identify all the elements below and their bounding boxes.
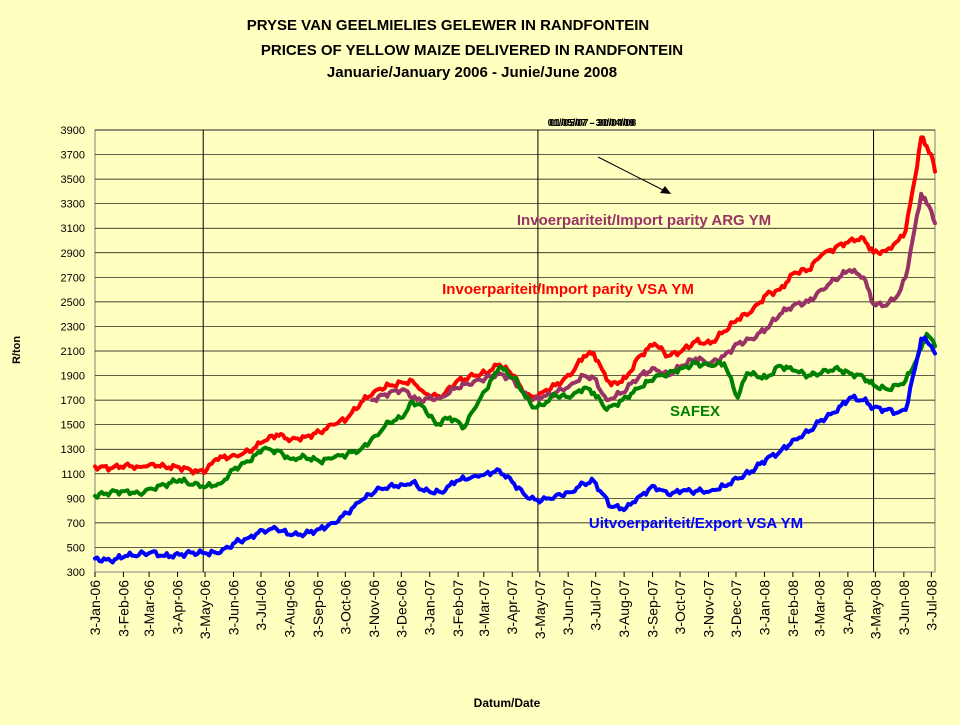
series-line xyxy=(369,191,937,404)
x-tick-label: 3-Jun-07 xyxy=(560,580,576,635)
y-tick-label: 2700 xyxy=(61,272,85,284)
y-tick-label: 700 xyxy=(67,518,85,530)
x-tick-label: 3-Oct-06 xyxy=(337,580,353,635)
x-tick-label: 3-Apr-08 xyxy=(840,580,856,635)
series-label: SAFEX xyxy=(670,403,720,420)
series-label: Invoerpariteit/Import parity VSA YM xyxy=(442,281,694,298)
x-tick-label: 3-Mar-07 xyxy=(476,580,492,637)
x-tick-label: 3-Nov-07 xyxy=(700,580,716,638)
y-tick-label: 1500 xyxy=(61,420,85,432)
x-tick-label: 3-Jan-08 xyxy=(756,580,772,635)
y-tick-label: 1100 xyxy=(61,469,85,481)
x-tick-label: 3-Feb-07 xyxy=(450,580,466,637)
annotation-arrowhead xyxy=(660,186,671,194)
x-tick-label: 3-Dec-07 xyxy=(728,580,744,638)
series-line xyxy=(93,335,937,565)
x-tick-label: 3-Jun-08 xyxy=(896,580,912,635)
x-tick-label: 3-Nov-06 xyxy=(366,580,382,638)
y-tick-label: 3500 xyxy=(61,174,85,186)
plot-area: 300 500 700 900 1100 1300 1500 1700 1900 2100 2300… xyxy=(61,118,940,639)
y-tick-label: 2100 xyxy=(61,346,85,358)
x-tick-label: 3-Jul-07 xyxy=(588,580,604,631)
x-axis-label: Datum/Date xyxy=(474,696,541,710)
y-tick-label: 1900 xyxy=(61,371,85,383)
x-tick-label: 3-May-07 xyxy=(532,580,548,639)
x-tick-label: 3-Jan-07 xyxy=(422,580,438,635)
y-tick-label: 2500 xyxy=(61,297,85,309)
x-tick-label: 3-Feb-06 xyxy=(115,580,131,637)
period-label: 01/05/07 - 30/04/08 xyxy=(548,118,635,129)
x-tick-label: 3-Oct-07 xyxy=(672,580,688,635)
x-tick-label: 3-Sep-07 xyxy=(645,580,661,638)
series-label: Invoerpariteit/Import parity ARG YM xyxy=(517,212,771,229)
y-axis-label: R/ton xyxy=(11,336,23,364)
x-tick-label: 3-Aug-06 xyxy=(281,580,297,638)
y-tick-label: 1300 xyxy=(61,444,85,456)
x-tick-label: 3-Jun-06 xyxy=(225,580,241,635)
y-tick-label: 300 xyxy=(67,567,85,579)
x-tick-label: 3-Jul-08 xyxy=(923,580,939,631)
x-tick-label: 3-Mar-08 xyxy=(811,580,827,637)
chart-title: PRYSE VAN GEELMIELIES GELEWER IN RANDFON… xyxy=(247,17,650,34)
x-tick-label: 3-Feb-08 xyxy=(785,580,801,637)
x-tick-label: 3-Aug-07 xyxy=(616,580,632,638)
chart-period: Januarie/January 2006 - Junie/June 2008 xyxy=(327,64,617,81)
x-tick-label: 3-Dec-06 xyxy=(393,580,409,638)
y-tick-label: 2900 xyxy=(61,248,85,260)
y-tick-label: 2300 xyxy=(61,321,85,333)
series-line xyxy=(93,331,937,500)
x-tick-label: 3-Jul-06 xyxy=(253,580,269,631)
x-tick-label: 3-May-06 xyxy=(197,580,213,639)
annotation-arrow xyxy=(597,156,666,192)
y-tick-label: 3100 xyxy=(61,223,85,235)
series-label: Uitvoerpariteit/Export VSA YM xyxy=(589,515,803,532)
y-tick-label: 1700 xyxy=(61,395,85,407)
period-label: 01/05/07 - 30/04/08 xyxy=(550,118,637,129)
y-tick-label: 500 xyxy=(67,542,85,554)
x-tick-label: 3-Mar-06 xyxy=(141,580,157,637)
y-tick-label: 3900 xyxy=(61,125,85,137)
y-tick-label: 900 xyxy=(67,493,85,505)
x-tick-label: 3-May-08 xyxy=(867,580,883,639)
y-tick-label: 3300 xyxy=(61,199,85,211)
x-tick-label: 3-Apr-06 xyxy=(170,580,186,635)
x-tick-label: 3-Apr-07 xyxy=(504,580,520,635)
x-tick-label: 3-Jan-06 xyxy=(87,580,103,635)
x-tick-label: 3-Sep-06 xyxy=(310,580,326,638)
y-tick-label: 3700 xyxy=(61,150,85,162)
chart-subtitle: PRICES OF YELLOW MAIZE DELIVERED IN RAND… xyxy=(261,42,683,59)
